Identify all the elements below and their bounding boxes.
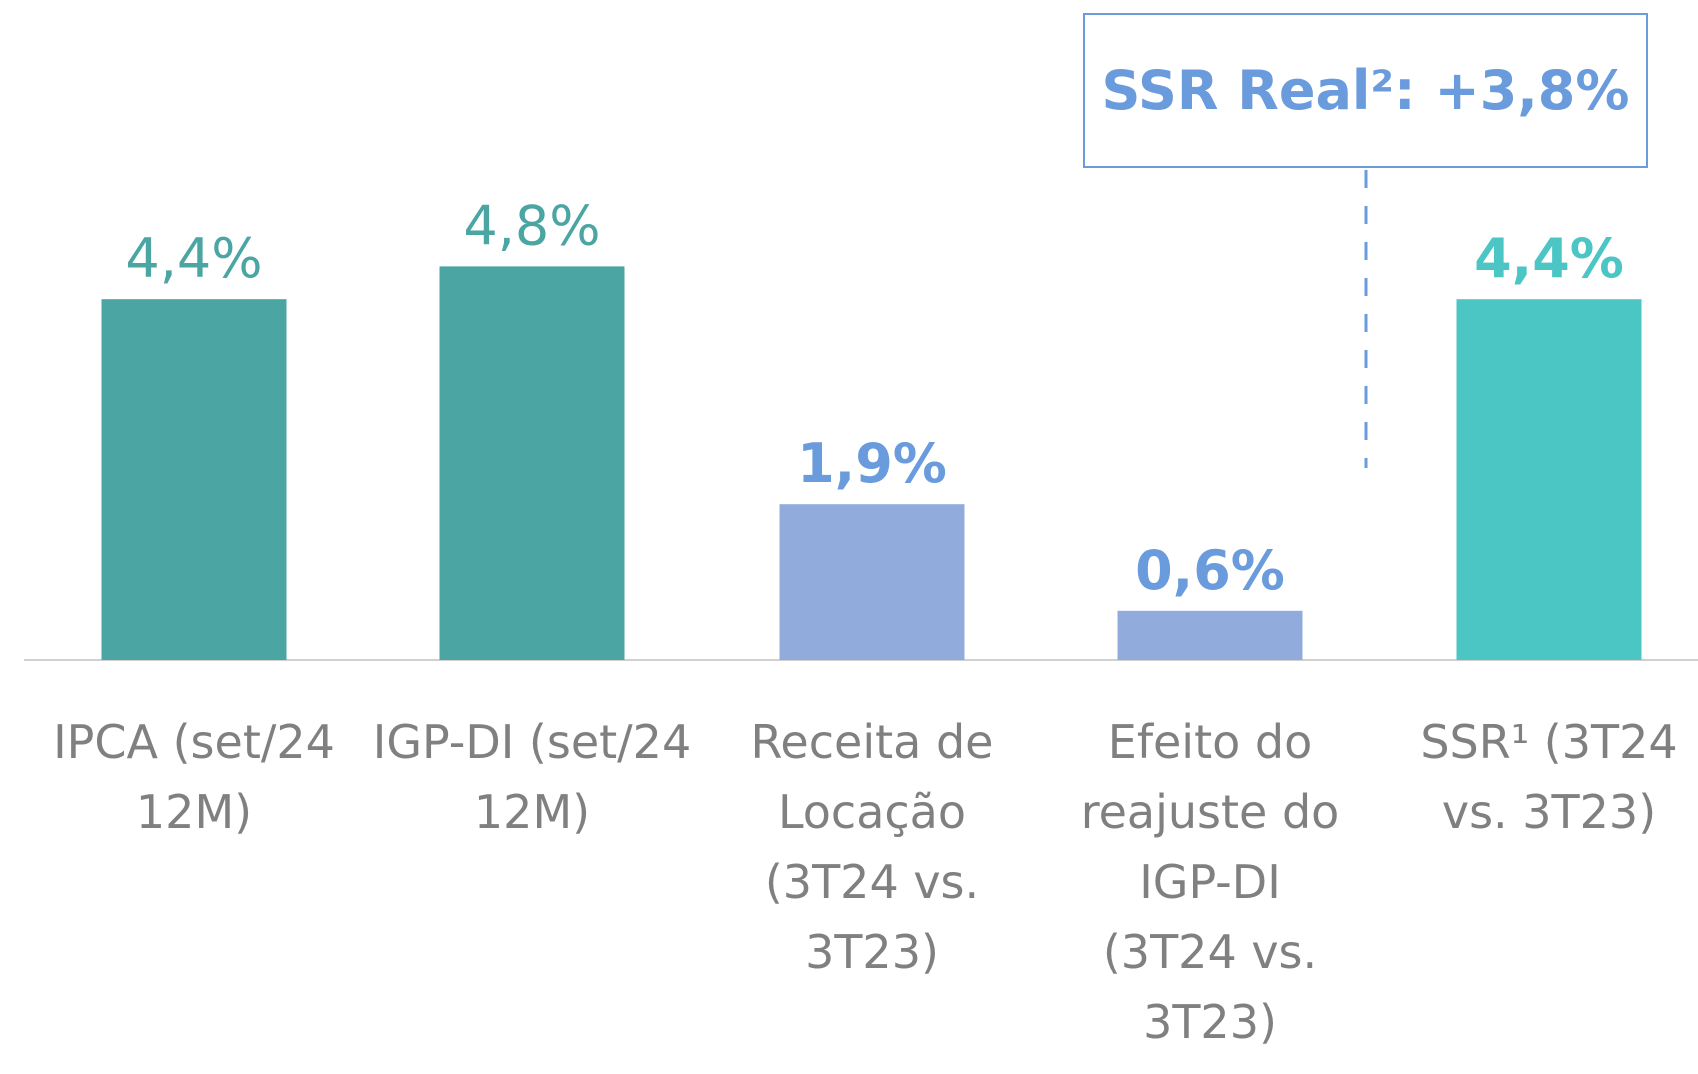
bar — [779, 504, 965, 660]
value-label: 4,8% — [463, 194, 600, 257]
value-label: 0,6% — [1135, 539, 1285, 602]
category-label: IGP-DI (set/24 12M) — [372, 715, 692, 839]
bar — [439, 266, 625, 660]
bar — [1456, 299, 1642, 660]
category-label: IPCA (set/24 12M) — [53, 715, 335, 839]
value-label: 4,4% — [125, 227, 262, 290]
bar — [101, 299, 287, 660]
value-label: 1,9% — [797, 432, 947, 495]
category-label: SSR¹ (3T24 vs. 3T23) — [1420, 715, 1678, 839]
category-label: Efeito do reajuste do IGP-DI (3T24 vs. 3… — [1080, 715, 1340, 1049]
bar — [1117, 610, 1303, 660]
category-label: Receita de Locação (3T24 vs. 3T23) — [750, 715, 994, 979]
annotation: SSR Real²: +3,8% — [1083, 13, 1648, 168]
value-label: 4,4% — [1474, 227, 1624, 290]
